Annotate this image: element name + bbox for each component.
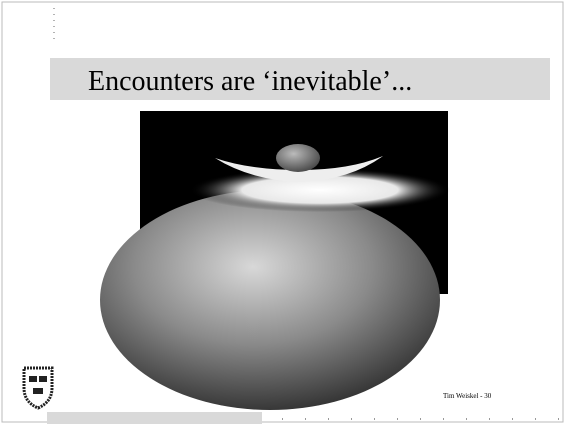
footer-band: [47, 412, 262, 424]
slide-title: Encounters are ‘inevitable’...: [88, 66, 412, 97]
slide-canvas: Encounters are ‘inevitable’... Tim Weisk…: [0, 0, 565, 424]
slide: Encounters are ‘inevitable’... Tim Weisk…: [0, 0, 565, 424]
university-shield: [24, 368, 52, 408]
impact-image: [100, 111, 450, 410]
footer-credit: Tim Weiskel - 30: [443, 392, 492, 400]
